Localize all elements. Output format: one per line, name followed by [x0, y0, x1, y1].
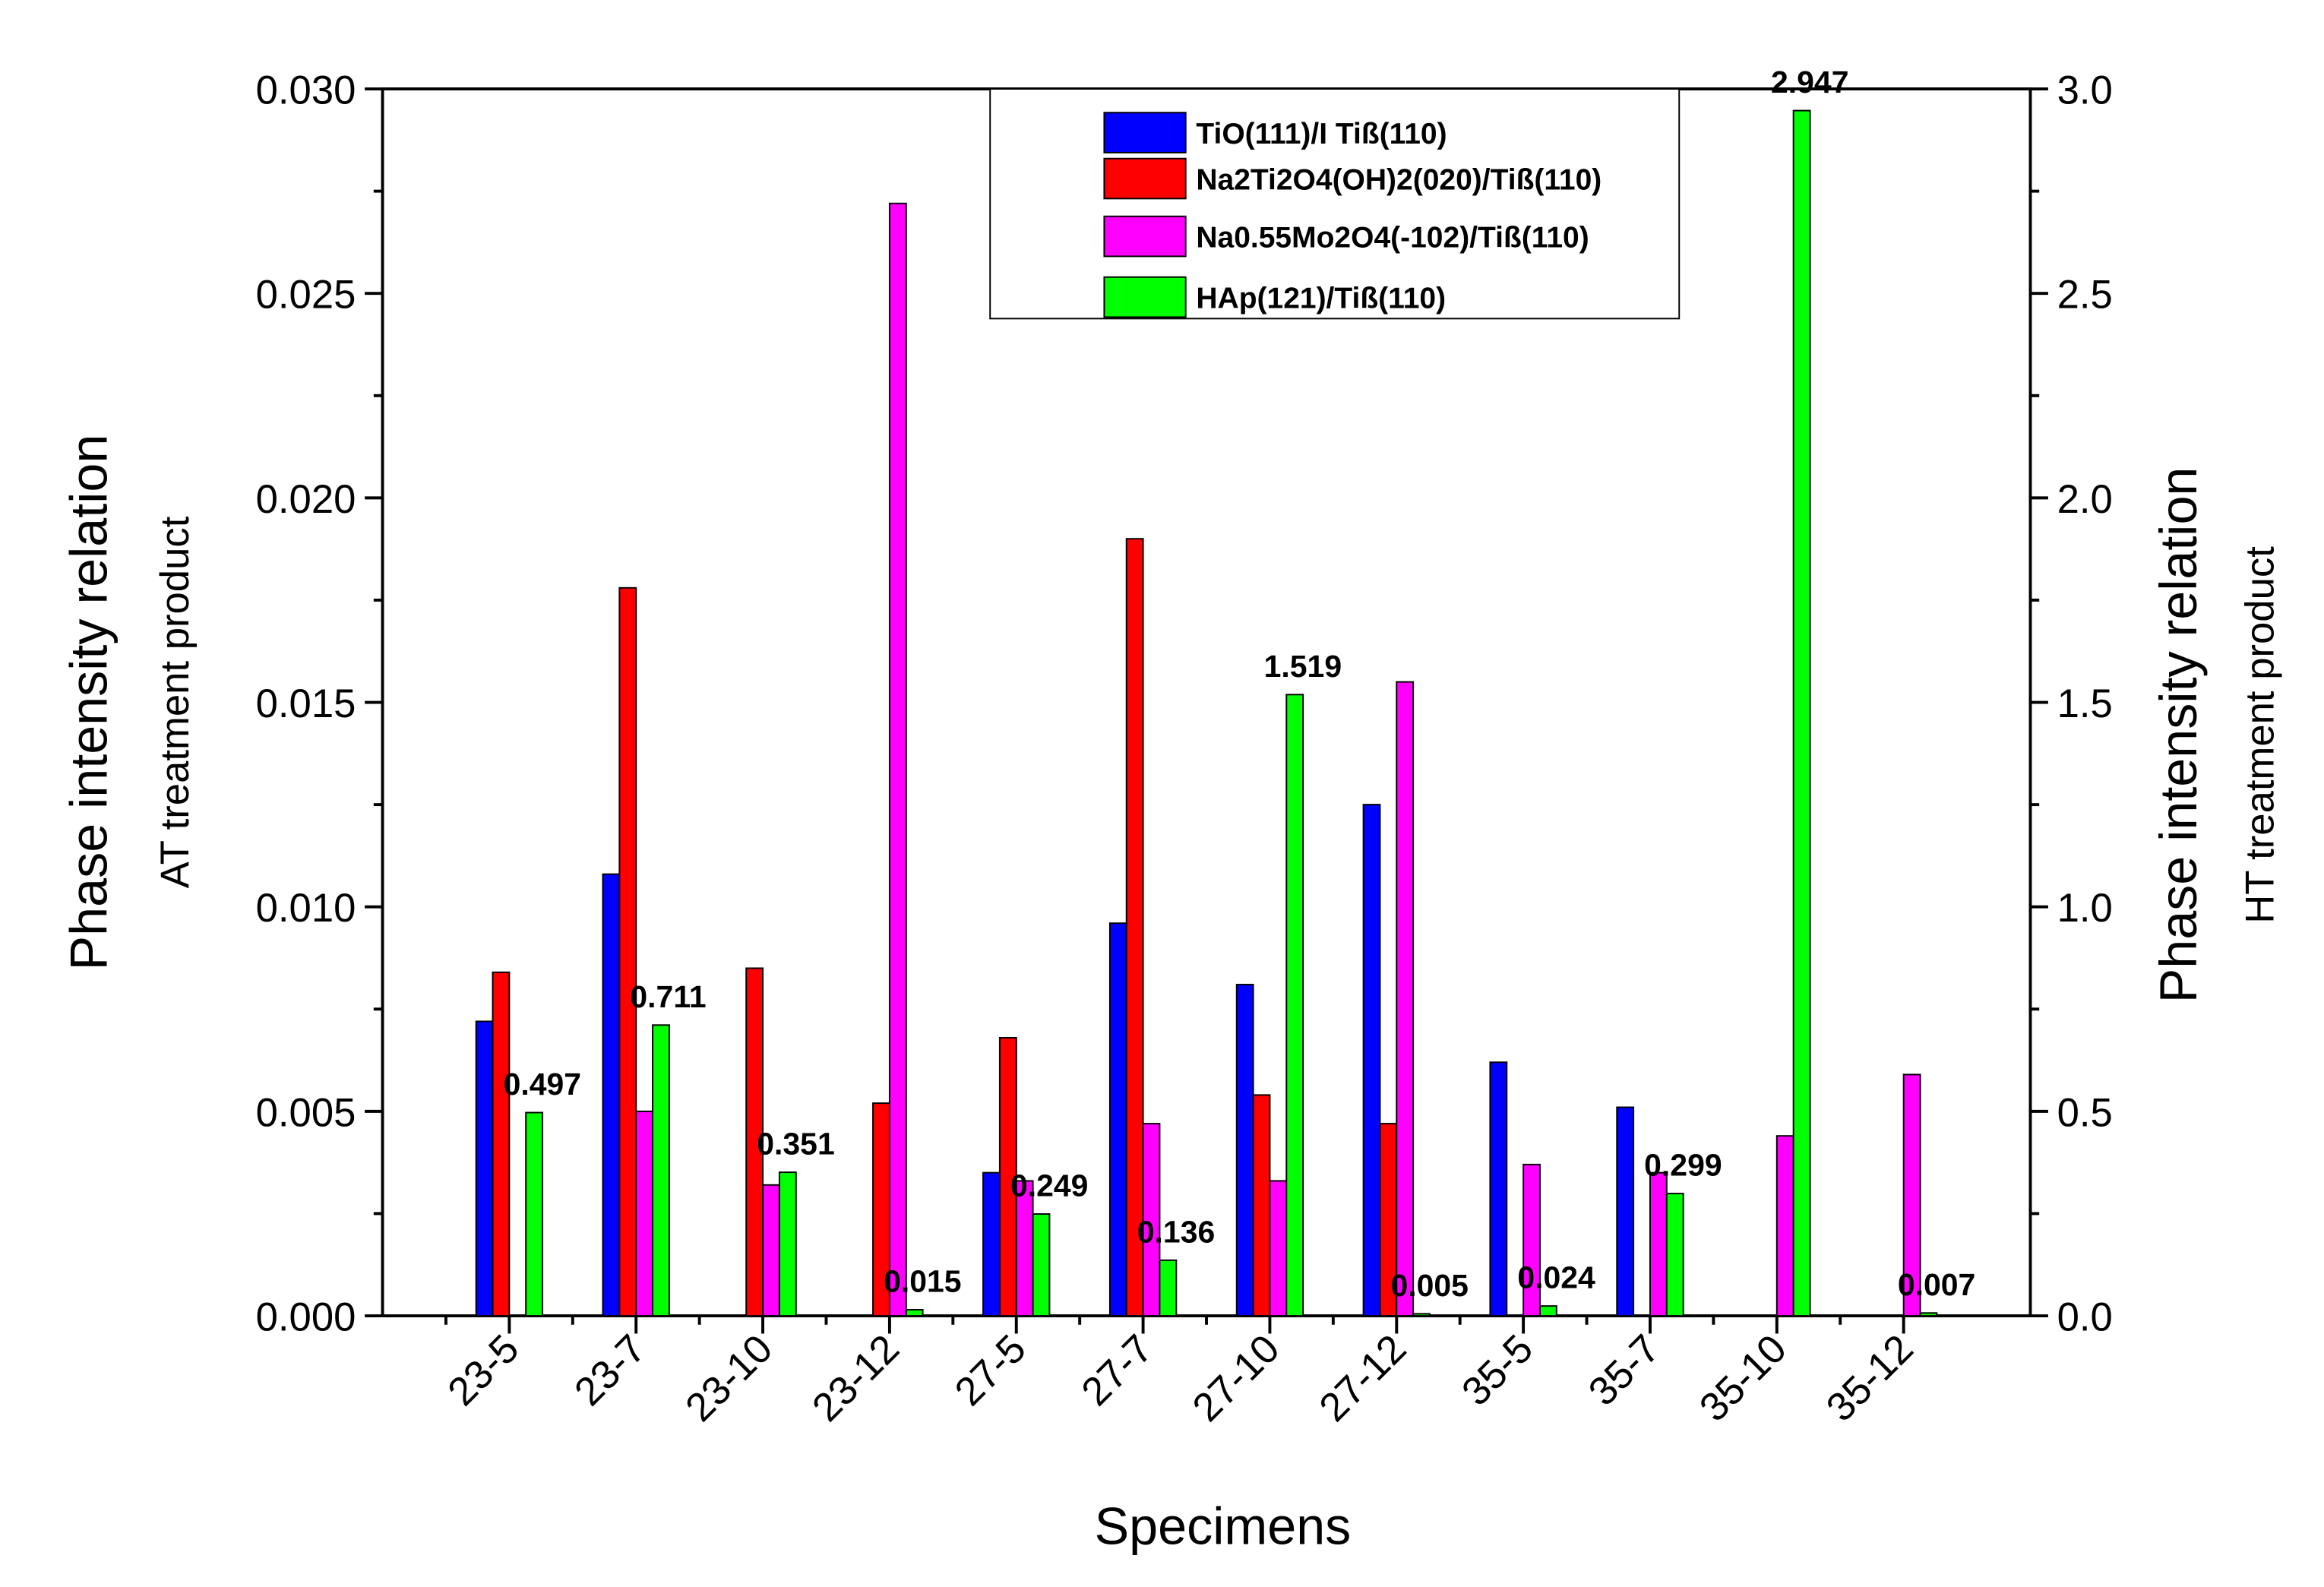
- bar: [1919, 1312, 1938, 1317]
- bar: [1616, 1106, 1635, 1317]
- y-tick-label: 0.025: [256, 273, 356, 318]
- x-tick-label: 35-12: [1818, 1326, 1922, 1431]
- bar: [1792, 109, 1811, 1317]
- bar: [1902, 1073, 1921, 1317]
- legend-swatch: [1103, 276, 1187, 318]
- bar: [1159, 1259, 1178, 1317]
- bar: [745, 967, 764, 1317]
- legend-label: TiO(111)/I Tiß(110): [1196, 118, 1447, 150]
- bar: [778, 1171, 797, 1317]
- legend-label: Na2Ti2O4(OH)2(020)/Tiß(110): [1196, 164, 1602, 197]
- y2-tick-label: 2.5: [2057, 273, 2113, 318]
- x-tick-label: 27-7: [1073, 1326, 1161, 1415]
- x-tick-label: 35-5: [1453, 1326, 1541, 1415]
- legend-swatch: [1103, 112, 1187, 153]
- data-label: 0.007: [1898, 1267, 1975, 1302]
- bar: [1489, 1061, 1508, 1317]
- bar: [1125, 538, 1144, 1317]
- data-label: 0.351: [757, 1127, 834, 1162]
- x-tick-label: 23-7: [566, 1326, 654, 1415]
- bar: [888, 202, 907, 1317]
- bar: [1252, 1094, 1271, 1317]
- bar: [1538, 1305, 1557, 1317]
- bar: [1108, 922, 1127, 1317]
- y-tick-label: 0.005: [256, 1090, 356, 1135]
- x-tick-label: 35-10: [1691, 1326, 1795, 1431]
- y2-tick-label: 1.0: [2057, 886, 2113, 931]
- bar: [1032, 1213, 1051, 1317]
- y-tick-label: 0.030: [256, 68, 356, 113]
- bar: [652, 1024, 670, 1317]
- x-tick-label: 27-5: [947, 1326, 1035, 1415]
- bar: [1775, 1135, 1794, 1317]
- y2-axis-sublabel: HT treatment product: [2237, 546, 2282, 924]
- bar: [1285, 694, 1304, 1317]
- bar: [998, 1037, 1017, 1317]
- legend-label: HAp(121)/Tiß(110): [1196, 283, 1446, 315]
- x-axis-label: Specimens: [1095, 1497, 1352, 1555]
- bar: [1665, 1193, 1684, 1317]
- bar: [602, 873, 621, 1317]
- data-label: 0.711: [630, 979, 706, 1014]
- data-label: 0.136: [1137, 1214, 1215, 1249]
- y2-tick-label: 3.0: [2057, 68, 2113, 113]
- y-axis-label: Phase intensity relation: [61, 435, 119, 971]
- bar: [1362, 804, 1381, 1317]
- bar: [635, 1110, 654, 1317]
- y2-tick-label: 0.5: [2057, 1090, 2113, 1135]
- data-label: 0.249: [1010, 1168, 1088, 1203]
- y-tick-label: 0.000: [256, 1295, 356, 1340]
- bar: [475, 1020, 494, 1317]
- data-label: 0.299: [1644, 1148, 1722, 1183]
- bar: [1235, 984, 1254, 1317]
- data-label: 0.005: [1390, 1268, 1468, 1303]
- data-label: 2.947: [1771, 65, 1848, 100]
- x-tick-label: 27-10: [1184, 1326, 1288, 1431]
- data-label: 0.497: [504, 1067, 581, 1102]
- x-tick-label: 27-12: [1311, 1326, 1415, 1431]
- data-label: 1.519: [1264, 649, 1342, 684]
- bar: [1522, 1163, 1541, 1317]
- legend-label: Na0.55Mo2O4(-102)/Tiß(110): [1196, 222, 1589, 254]
- y-tick-label: 0.015: [256, 681, 356, 726]
- bar: [525, 1111, 544, 1317]
- bar: [1649, 1171, 1668, 1317]
- bar: [618, 586, 637, 1317]
- legend-swatch: [1103, 215, 1187, 258]
- bar: [1142, 1123, 1161, 1317]
- y2-tick-label: 2.0: [2057, 477, 2113, 522]
- data-label: 0.024: [1517, 1260, 1595, 1295]
- bar: [905, 1309, 924, 1317]
- y-tick-label: 0.010: [256, 886, 356, 931]
- bar: [982, 1171, 1001, 1317]
- bar: [1412, 1313, 1431, 1317]
- x-tick-label: 23-10: [677, 1326, 781, 1431]
- x-tick-label: 23-12: [804, 1326, 908, 1431]
- y-axis-sublabel: AT treatment product: [153, 516, 198, 888]
- bar: [762, 1184, 780, 1317]
- x-tick-label: 23-5: [439, 1326, 527, 1415]
- y-tick-label: 0.020: [256, 477, 356, 522]
- x-tick-label: 35-7: [1580, 1326, 1668, 1415]
- bar: [492, 971, 511, 1317]
- legend-swatch: [1103, 157, 1187, 200]
- y2-tick-label: 1.5: [2057, 681, 2113, 726]
- y2-axis-label: Phase intensity relation: [2150, 467, 2208, 1004]
- y2-tick-label: 0.0: [2057, 1295, 2113, 1340]
- data-label: 0.015: [884, 1264, 961, 1299]
- bar: [1269, 1180, 1288, 1317]
- bar: [1396, 681, 1415, 1317]
